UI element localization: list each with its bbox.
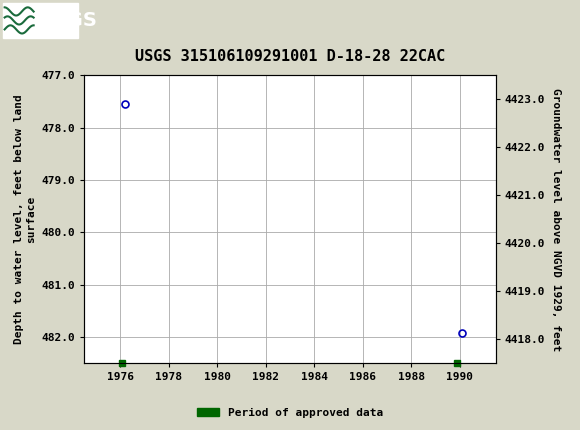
Y-axis label: Depth to water level, feet below land
surface: Depth to water level, feet below land su… — [14, 95, 36, 344]
Bar — [3, 3, 78, 37]
Y-axis label: Groundwater level above NGVD 1929, feet: Groundwater level above NGVD 1929, feet — [551, 88, 561, 351]
Legend: Period of approved data: Period of approved data — [193, 403, 387, 422]
Text: USGS: USGS — [38, 11, 97, 30]
Text: USGS 315106109291001 D-18-28 22CAC: USGS 315106109291001 D-18-28 22CAC — [135, 49, 445, 64]
